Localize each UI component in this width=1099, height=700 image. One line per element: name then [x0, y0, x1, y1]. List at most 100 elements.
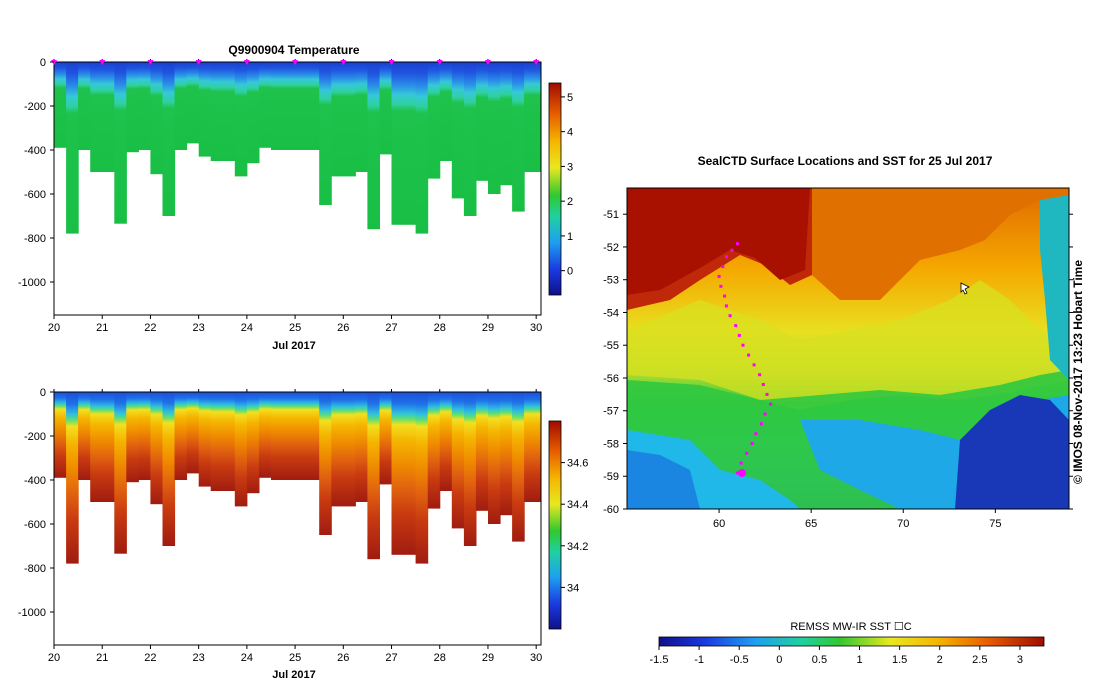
- track-point: [761, 383, 765, 386]
- surface-marker: [243, 60, 250, 65]
- x-tick-label: 29: [482, 652, 494, 664]
- colorbar-tick-label: 3: [567, 161, 573, 173]
- profile-column: [114, 392, 127, 554]
- surface-marker: [195, 60, 202, 65]
- map-x-tick-label: 60: [713, 518, 725, 530]
- y-tick-label: -800: [24, 233, 46, 245]
- x-tick-label: 21: [96, 322, 108, 334]
- track-point: [734, 324, 738, 328]
- profile-column: [391, 392, 405, 555]
- profile-column: [536, 62, 542, 172]
- panel2-frame: [53, 391, 542, 646]
- surface-marker: [484, 60, 491, 65]
- profile-column: [295, 392, 308, 480]
- track-point: [730, 248, 734, 252]
- profile-column: [367, 62, 380, 230]
- sst-colorbar-ticks: -1.5 -1 -0.5 0 0.5 1 1.5 2 2.5 3: [650, 646, 1023, 666]
- surface-marker: [99, 60, 106, 65]
- profile-column: [488, 62, 501, 194]
- profile-column: [524, 62, 537, 172]
- track-point: [721, 265, 725, 269]
- profile-column: [415, 62, 429, 234]
- profile-column: [319, 392, 332, 535]
- track-point: [759, 422, 763, 426]
- map-y-tick-label: -57: [603, 406, 619, 418]
- profile-column: [415, 392, 429, 564]
- profile-column: [90, 62, 103, 172]
- map-y-tick-label: -53: [603, 275, 619, 287]
- profile-column: [174, 62, 188, 150]
- profile-column: [427, 392, 441, 509]
- x-tick-label: 24: [241, 322, 253, 334]
- x-tick-label: 30: [530, 652, 542, 664]
- x-tick-label: 30: [530, 322, 542, 334]
- profile-column: [114, 62, 127, 224]
- track-point: [728, 314, 732, 318]
- panel1-title: Q9900904 Temperature: [228, 43, 360, 57]
- profile-column: [451, 62, 465, 199]
- profile-column: [222, 392, 236, 491]
- map-x-tick-label: 70: [897, 518, 909, 530]
- credit-text: © IMOS 08-Nov-2017 13:23 Hobart Time: [1071, 260, 1085, 484]
- profile-column: [331, 62, 344, 177]
- profile-column: [475, 392, 489, 511]
- map-y-tick-label: -56: [603, 373, 619, 385]
- profile-column: [186, 62, 200, 144]
- colorbar-tick-label: 34.4: [567, 499, 588, 511]
- profile-column: [78, 62, 91, 150]
- profile-column: [295, 62, 308, 150]
- map-y-tick-label: -54: [603, 307, 619, 319]
- profile-column: [66, 392, 79, 564]
- map-x-tick-label: 65: [805, 518, 817, 530]
- surface-marker: [340, 60, 347, 65]
- track-point: [758, 373, 762, 377]
- profile-column: [150, 62, 163, 175]
- map-frame: [626, 187, 1070, 510]
- sst-map: [627, 188, 1069, 509]
- y-tick-label: -600: [24, 519, 46, 531]
- track-point: [736, 242, 739, 246]
- arrow-cursor-icon: [960, 282, 970, 295]
- profile-column: [186, 392, 200, 474]
- profile-column: [475, 62, 489, 181]
- profile-column: [463, 392, 477, 546]
- panel2-plot-area: [54, 392, 542, 564]
- profile-column: [234, 62, 248, 177]
- track-point: [752, 363, 756, 367]
- track-point: [737, 333, 741, 337]
- sst-colorbar-tick-label: 2.5: [972, 654, 987, 666]
- sst-colorbar-tick-label: 0: [776, 654, 782, 666]
- profile-column: [126, 62, 139, 153]
- surface-marker: [292, 60, 299, 65]
- sst-colorbar-tick-label: -0.5: [730, 654, 749, 666]
- profile-column: [174, 392, 188, 480]
- colorbar-tick-label: 34.6: [567, 458, 588, 470]
- x-tick-label: 26: [337, 652, 349, 664]
- profile-column: [451, 392, 465, 529]
- surface-marker: [147, 60, 154, 65]
- x-tick-label: 27: [385, 652, 397, 664]
- colorbar-tick-label: 34: [567, 582, 579, 594]
- profile-column: [102, 392, 115, 502]
- track-point: [724, 304, 728, 308]
- profile-column: [379, 392, 393, 485]
- x-tick-label: 24: [241, 652, 253, 664]
- surface-marker: [436, 60, 443, 65]
- y-tick-label: -400: [24, 475, 46, 487]
- profile-column: [246, 62, 260, 164]
- colorbar-tick-label: 34.2: [567, 541, 588, 553]
- track-point: [719, 284, 723, 288]
- sst-colorbar: [658, 636, 1045, 647]
- profile-column: [524, 392, 537, 502]
- x-tick-label: 20: [48, 652, 60, 664]
- profile-column: [439, 392, 453, 491]
- profile-column: [138, 392, 151, 480]
- profile-column: [162, 392, 176, 546]
- track-point: [717, 274, 721, 278]
- track-point: [741, 343, 745, 347]
- panel1-plot-area: [54, 62, 542, 234]
- panel2-colorbar-ticks: 34 34.2 34.4 34.6: [561, 458, 588, 594]
- panel1-frame: [53, 61, 542, 316]
- profile-column: [54, 392, 67, 478]
